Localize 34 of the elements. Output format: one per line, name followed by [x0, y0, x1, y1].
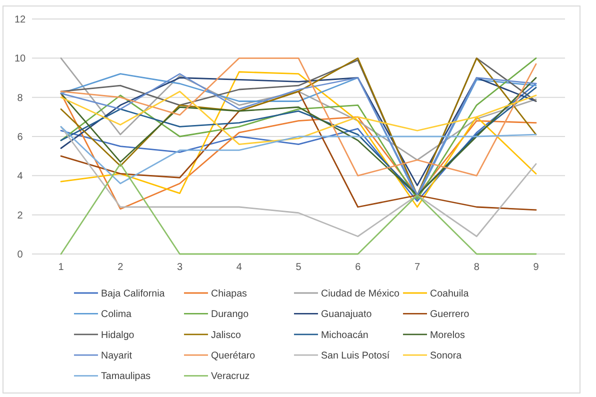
legend-label: Guanajuato	[321, 309, 372, 320]
legend-label: Chiapas	[211, 288, 248, 300]
x-tick-label: 5	[296, 262, 302, 273]
y-tick-label: 8	[17, 92, 24, 104]
y-tick-label: 12	[14, 14, 26, 26]
legend-label: Durango	[211, 309, 250, 320]
legend-label: Morelos	[430, 330, 465, 341]
legend-label: Sonora	[430, 350, 462, 362]
x-tick-label: 1	[58, 262, 64, 273]
legend-label: Veracruz	[211, 371, 250, 382]
legend-label: Michoacán	[321, 330, 368, 341]
legend-label: Guerrero	[430, 309, 470, 320]
legend-label: Colima	[101, 309, 132, 320]
x-tick-label: 9	[533, 262, 540, 273]
legend-label: Hidalgo	[101, 330, 135, 341]
x-tick-label: 8	[474, 262, 480, 273]
x-tick-label: 7	[414, 262, 420, 273]
legend-label: Jalisco	[211, 330, 242, 341]
y-tick-label: 10	[14, 54, 26, 65]
y-tick-label: 0	[17, 250, 24, 260]
legend-label: Tamaulipas	[101, 371, 151, 382]
legend-label: San Luis Potosí	[321, 350, 390, 362]
legend-label: Querétaro	[211, 350, 256, 362]
legend-label: Baja California	[101, 288, 166, 300]
y-tick-label: 2	[17, 210, 24, 222]
x-tick-label: 3	[176, 262, 183, 273]
x-tick-label: 4	[236, 262, 242, 273]
legend-label: Nayarit	[101, 350, 132, 362]
x-tick-label: 6	[355, 262, 362, 273]
legend-label: Coahuila	[430, 288, 470, 300]
legend-label: Ciudad de México	[321, 288, 400, 300]
y-tick-label: 4	[17, 171, 24, 182]
y-tick-label: 6	[17, 132, 24, 143]
x-tick-label: 2	[118, 262, 124, 273]
